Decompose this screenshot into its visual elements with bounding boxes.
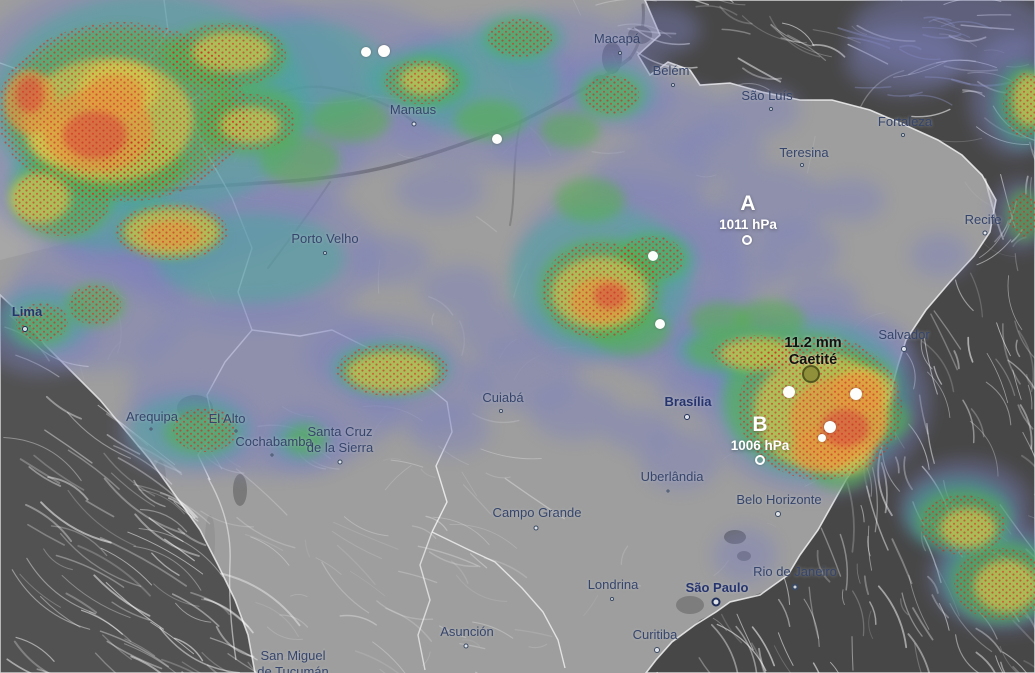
- city-label[interactable]: Cochabamba: [235, 433, 313, 449]
- city-marker: [411, 121, 417, 127]
- city-label[interactable]: Londrina: [587, 576, 639, 592]
- report-dot: [378, 45, 390, 57]
- city-label[interactable]: San Miguel de Tucumán: [257, 647, 329, 673]
- city-marker: [149, 427, 153, 431]
- city-label[interactable]: Belo Horizonte: [736, 491, 822, 507]
- city-marker: [800, 163, 804, 167]
- city-marker: [323, 251, 327, 255]
- city-marker: [499, 409, 503, 413]
- city-label[interactable]: Brasília: [664, 393, 712, 409]
- pressure-center-b: B 1006 hPa: [731, 413, 790, 453]
- city-marker: [901, 346, 907, 352]
- city-marker: [982, 230, 988, 236]
- city-marker: [533, 525, 539, 531]
- city-marker: [270, 453, 274, 457]
- city-label[interactable]: Arequipa: [125, 408, 179, 424]
- city-marker: [666, 489, 670, 493]
- selected-station-marker[interactable]: [802, 365, 820, 383]
- pressure-center-marker: [742, 235, 752, 245]
- report-dot: [361, 47, 371, 57]
- report-dot: [824, 421, 836, 433]
- city-label[interactable]: Belém: [652, 62, 690, 78]
- city-label[interactable]: Fortaleza: [877, 113, 933, 129]
- city-label[interactable]: El Alto: [208, 410, 246, 426]
- city-marker: [654, 647, 660, 653]
- city-marker: [775, 511, 781, 517]
- city-label[interactable]: São Paulo: [685, 579, 749, 595]
- city-label[interactable]: Lima: [11, 303, 43, 319]
- report-dot: [818, 434, 826, 442]
- pressure-center-marker: [755, 455, 765, 465]
- pressure-letter: A: [740, 192, 756, 215]
- city-marker: [901, 133, 905, 137]
- report-dot: [655, 319, 665, 329]
- city-label[interactable]: Teresina: [779, 144, 829, 160]
- city-label[interactable]: Santa Cruz de la Sierra: [306, 423, 374, 455]
- pressure-value: 1006 hPa: [730, 438, 790, 453]
- pressure-value: 1011 hPa: [719, 217, 777, 232]
- city-label[interactable]: Macapá: [593, 30, 641, 46]
- pressure-center-a: A 1011 hPa: [719, 192, 777, 232]
- city-marker: [610, 597, 614, 601]
- city-label[interactable]: Manaus: [389, 101, 437, 117]
- pressure-letter: B: [752, 413, 768, 436]
- city-marker: [463, 643, 469, 649]
- report-dot: [492, 134, 502, 144]
- report-dot: [850, 388, 862, 400]
- city-marker: [711, 597, 721, 607]
- city-label[interactable]: Rio de Janeiro: [753, 563, 837, 579]
- report-dot: [783, 386, 795, 398]
- city-marker: [769, 107, 773, 111]
- rain-stipple-overlay: [0, 19, 1035, 620]
- city-label[interactable]: Curitiba: [632, 626, 678, 642]
- city-label[interactable]: Asunción: [440, 623, 494, 639]
- city-marker: [684, 414, 690, 420]
- city-label[interactable]: Salvador: [878, 326, 930, 342]
- city-marker: [22, 326, 28, 332]
- city-label[interactable]: Recife: [964, 211, 1002, 227]
- city-marker: [671, 83, 675, 87]
- report-dot: [648, 251, 658, 261]
- city-marker: [618, 51, 622, 55]
- city-label[interactable]: São Luís: [741, 87, 793, 103]
- city-label[interactable]: Cuiabá: [482, 389, 524, 405]
- city-marker: [791, 583, 799, 591]
- city-label[interactable]: Uberlândia: [640, 468, 704, 484]
- city-marker: [234, 429, 238, 433]
- city-label[interactable]: Campo Grande: [492, 504, 582, 520]
- city-label[interactable]: Porto Velho: [291, 230, 359, 246]
- city-marker: [337, 459, 343, 465]
